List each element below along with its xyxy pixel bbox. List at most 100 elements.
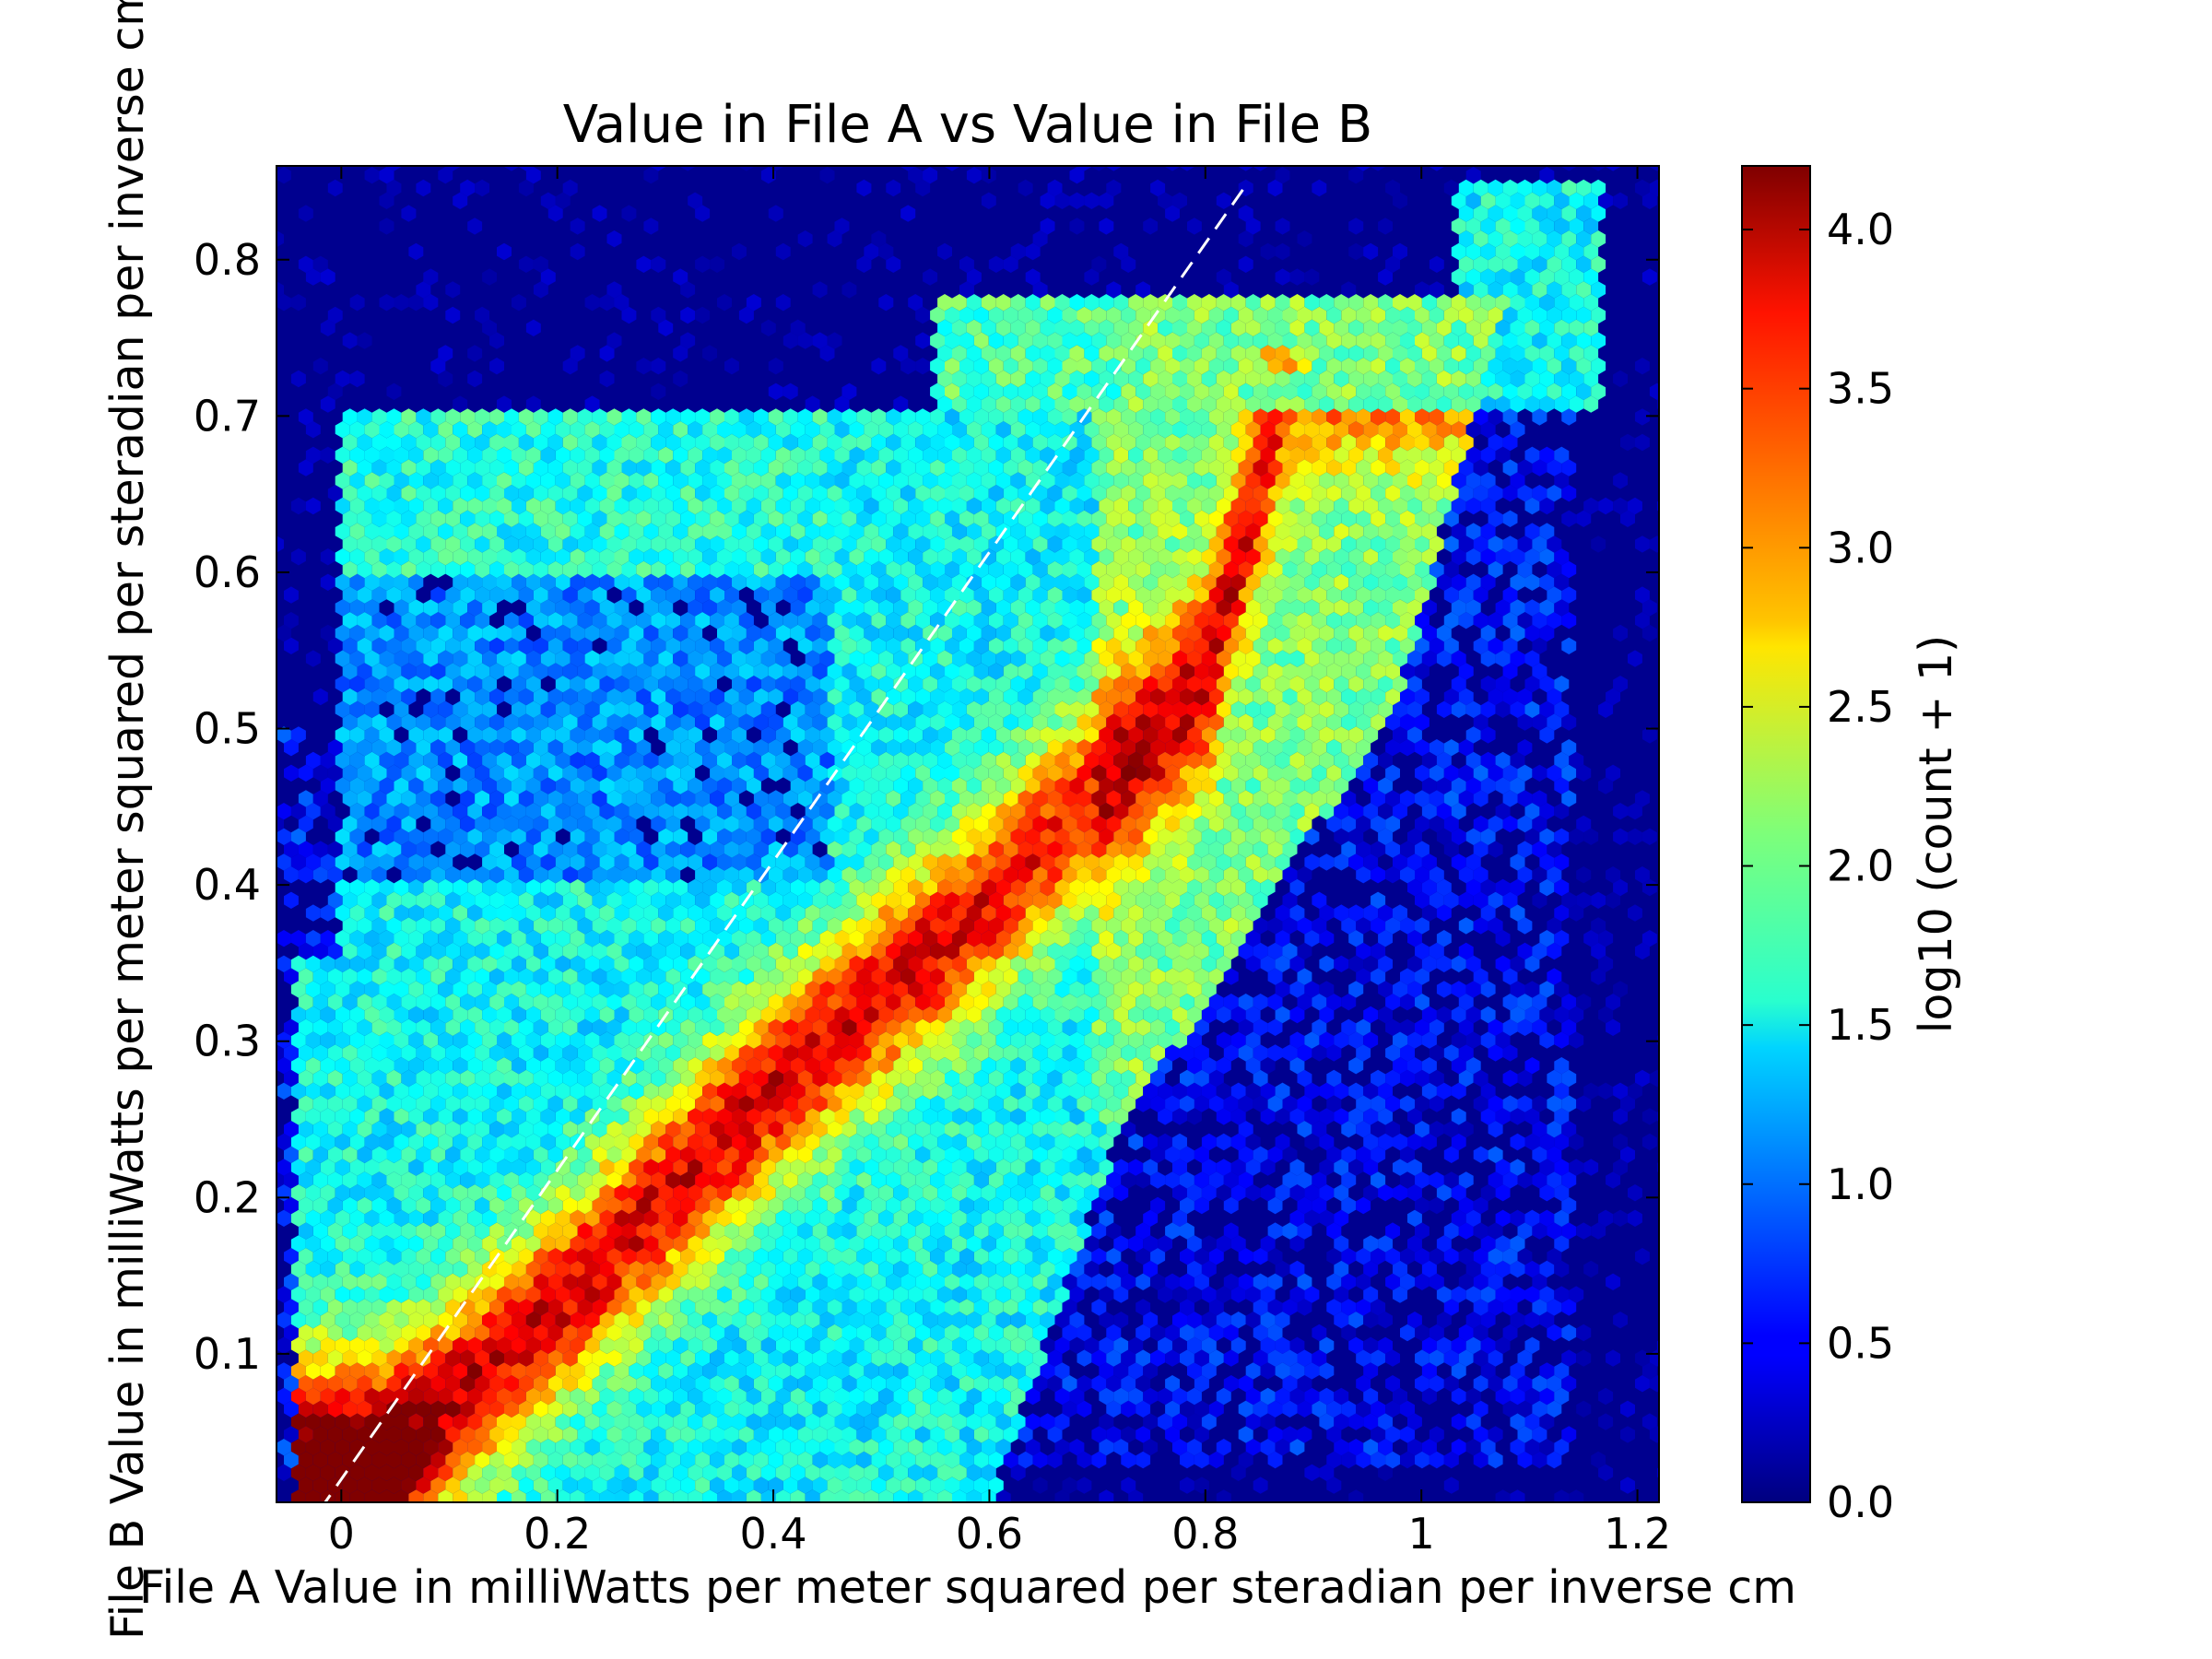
hexbin-cell [592,1222,607,1240]
hexbin-cell [973,1451,989,1469]
hexbin-cell [1062,1095,1077,1112]
hexbin-cell [364,1439,380,1456]
hexbin-cell [1385,1400,1400,1418]
hexbin-cell [1077,1171,1092,1189]
hexbin-cell [1378,1133,1393,1151]
hexbin-cell [1003,1273,1018,1290]
hexbin-cell [1348,1159,1364,1176]
hexbin-cell [1208,1400,1224,1418]
hexbin-cell [1077,1400,1092,1418]
hexbin-cell [1069,1082,1085,1100]
hexbin-cell [1495,1387,1511,1406]
hexbin-cell [445,1324,461,1342]
hexbin-cell [592,1196,607,1215]
hexbin-cell [930,1299,945,1316]
hexbin-cell [482,1260,497,1278]
hexbin-cell [1150,1069,1166,1088]
hexbin-cell [1429,1273,1444,1290]
hexbin-cell [680,1196,696,1215]
hexbin-cell [760,1108,776,1125]
hexbin-cell [1628,1184,1642,1202]
hexbin-cell [1665,841,1679,857]
hexbin-cell [540,1260,556,1278]
hexbin-cell [342,1121,358,1138]
hexbin-cell [445,1248,461,1265]
hexbin-cell [1128,1336,1144,1354]
hexbin-cell [665,1248,681,1265]
hexbin-cell [570,1464,585,1481]
hexbin-cell [1524,1209,1540,1227]
hexbin-cell [908,1464,924,1481]
hexbin-cell [864,1489,879,1502]
hexbin-cell [1451,1362,1466,1380]
hexbin-cell [805,1464,820,1481]
hexbin-cell [915,1349,931,1367]
hexbin-cell [702,1108,717,1125]
hexbin-cell [504,1248,519,1265]
hexbin-cell [1510,1413,1525,1430]
hexbin-cell [665,1426,681,1443]
hexbin-cell [1099,1133,1114,1151]
hexbin-cell [805,1336,820,1354]
hexbin-cell [320,1387,335,1406]
hexbin-cell [923,1159,938,1176]
hexbin-cell [592,1349,607,1367]
hexbin-cell [327,1171,343,1189]
hexbin-cells [276,166,1679,1519]
hexbin-cell [966,1235,982,1253]
hexbin-cell [1033,1502,1048,1519]
hexbin-cell [724,1248,739,1265]
hexbin-cell [1003,1222,1018,1240]
hexbin-cell [819,1235,835,1253]
hexbin-cell [489,1273,504,1290]
hexbin-cell [401,1451,417,1469]
hexbin-cell [834,1184,850,1202]
hexbin-cell [423,1489,439,1502]
hexbin-cell [760,1057,776,1075]
hexbin-cell [1135,1349,1151,1367]
hexbin-cell [966,1159,982,1176]
hexbin-cell [724,1171,739,1189]
hexbin-cell [606,1222,622,1240]
hexbin-cell [760,1312,776,1329]
hexbin-cell [1267,1273,1283,1290]
hexbin-cell [1554,1260,1570,1278]
hexbin-cell [636,1451,652,1469]
hexbin-cell [1260,1286,1276,1303]
hexbin-cell [453,1260,468,1278]
hexbin-cell [923,1209,938,1227]
hexbin-cell [1062,1222,1077,1240]
hexbin-cell [1363,1387,1379,1406]
hexbin-cell [724,1299,739,1316]
hexbin-cell [1128,1387,1144,1406]
hexbin-cell [305,1184,321,1202]
hexbin-cell [1158,1082,1172,1100]
hexbin-cell [1480,1286,1496,1303]
hexbin-cell [430,1121,446,1138]
hexbin-cell [1180,1273,1194,1290]
hexbin-cell [1216,1489,1231,1502]
hexbin-cell [584,1260,600,1278]
hexbin-cell [1473,1095,1488,1112]
hexbin-cell [651,1400,666,1418]
hexbin-cell [1363,1184,1379,1202]
hexbin-cell [959,1400,974,1418]
hexbin-cell [335,1260,350,1278]
hexbin-cell [592,1171,607,1189]
hexbin-cell [290,1387,306,1406]
hexbin-cell [988,1400,1004,1418]
hexbin-cell [1532,1273,1547,1290]
hexbin-cell [320,1082,335,1100]
hexbin-cell [342,1400,358,1418]
hexbin-cell [1371,1400,1386,1418]
hexbin-cell [357,1451,372,1469]
hexbin-cell [1077,1324,1092,1342]
hexbin-cell [312,1196,328,1215]
hexbin-cell [1275,1362,1290,1380]
hexbin-cell [533,1477,548,1494]
hexbin-cell [864,1464,879,1481]
hexbin-cell [460,1196,476,1215]
hexbin-cell [371,1146,387,1163]
hexbin-cell [1319,1082,1335,1100]
hexbin-cell [305,1464,321,1481]
